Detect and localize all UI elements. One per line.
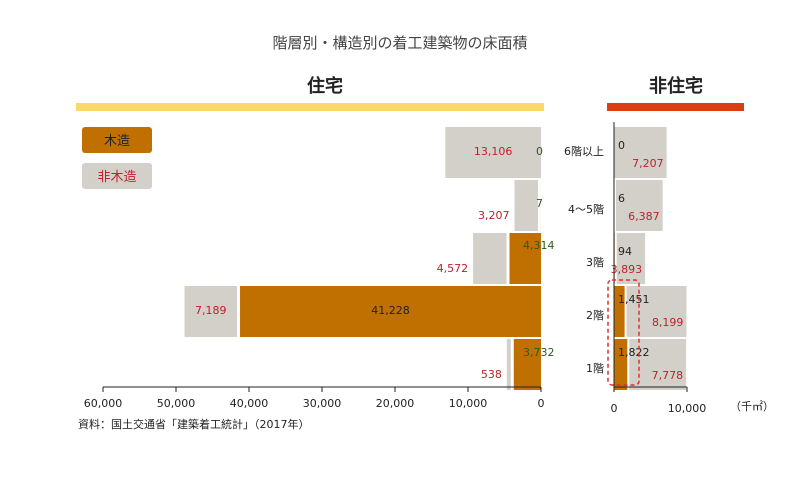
housing-x-axis: 60,000 50,000 40,000 30,000 20,000 10,000 0 xyxy=(84,386,545,410)
category-label: 3階 xyxy=(586,255,604,269)
housing-tick-label: 50,000 xyxy=(157,397,196,410)
housing-wood-label: 3,732 xyxy=(523,346,555,359)
nonhousing-tick-label: 0 xyxy=(611,402,618,415)
housing-wood-label: 0 xyxy=(536,145,543,158)
housing-section-title: 住宅 xyxy=(307,75,343,97)
housing-nonwood-label: 3,207 xyxy=(478,209,510,222)
housing-nonwood-label: 7,189 xyxy=(195,304,227,317)
housing-tick-label: 10,000 xyxy=(449,397,488,410)
category-label: 6階以上 xyxy=(564,144,604,158)
nonhousing-wood-label: 1,822 xyxy=(618,346,650,359)
category-label: 4〜5階 xyxy=(568,202,604,216)
housing-bars: 0 13,106 7 3,207 4,314 4,572 41,228 7,189 3,732 5… xyxy=(184,127,555,390)
housing-wood-bar xyxy=(240,286,542,337)
housing-tick-label: 0 xyxy=(538,397,545,410)
nonhousing-nonwood-bar xyxy=(616,233,646,284)
nonhousing-nonwood-bar xyxy=(616,180,663,231)
legend-wood-swatch xyxy=(82,127,152,153)
housing-nonwood-label: 4,572 xyxy=(437,262,469,275)
legend-wood-label: 木造 xyxy=(104,134,130,149)
housing-nonwood-bar xyxy=(473,233,507,284)
nonhousing-nonwood-label: 3,893 xyxy=(611,263,643,276)
category-label: 2階 xyxy=(586,308,604,322)
legend: 木造 非木造 xyxy=(82,127,152,189)
nonhousing-section-band xyxy=(607,103,744,111)
category-labels: 6階以上 4〜5階 3階 2階 1階 xyxy=(564,144,604,375)
housing-nonwood-label: 13,106 xyxy=(474,145,513,158)
legend-nonwood-swatch xyxy=(82,163,152,189)
nonhousing-wood-bar xyxy=(614,339,628,390)
category-label: 1階 xyxy=(586,361,604,375)
housing-tick-label: 40,000 xyxy=(230,397,269,410)
nonhousing-wood-label: 1,451 xyxy=(618,293,650,306)
housing-tick-label: 20,000 xyxy=(376,397,415,410)
nonhousing-wood-label: 94 xyxy=(618,245,632,258)
housing-nonwood-bar xyxy=(184,286,238,337)
nonhousing-nonwood-label: 8,199 xyxy=(652,316,684,329)
housing-wood-bar xyxy=(509,233,541,284)
housing-nonwood-bar xyxy=(445,127,541,178)
legend-nonwood-label: 非木造 xyxy=(97,170,136,185)
housing-wood-label: 4,314 xyxy=(523,239,555,252)
nonhousing-wood-label: 6 xyxy=(618,192,625,205)
chart-title: 階層別・構造別の着工建築物の床面積 xyxy=(272,34,527,52)
housing-nonwood-label: 538 xyxy=(481,368,502,381)
nonhousing-x-axis: 0 10,000 xyxy=(611,122,707,415)
nonhousing-wood-bar xyxy=(614,286,625,337)
nonhousing-tick-label: 10,000 xyxy=(668,402,707,415)
housing-nonwood-bar xyxy=(514,180,538,231)
highlight-box xyxy=(607,279,640,386)
housing-nonwood-bar xyxy=(506,339,511,390)
source-note: 資料：国土交通省「建築着工統計」（2017年） xyxy=(78,417,310,431)
housing-wood-bar xyxy=(513,339,541,390)
nonhousing-nonwood-label: 7,207 xyxy=(632,157,664,170)
nonhousing-nonwood-label: 6,387 xyxy=(628,210,660,223)
housing-tick-label: 60,000 xyxy=(84,397,123,410)
nonhousing-nonwood-bar xyxy=(626,286,687,337)
nonhousing-wood-label: 0 xyxy=(618,139,625,152)
nonhousing-nonwood-bar xyxy=(614,127,667,178)
unit-label: （千㎡） xyxy=(730,400,774,413)
housing-section-band xyxy=(76,103,544,111)
nonhousing-section-title: 非住宅 xyxy=(649,75,703,97)
housing-wood-label: 41,228 xyxy=(371,304,410,317)
housing-tick-label: 30,000 xyxy=(303,397,342,410)
nonhousing-nonwood-label: 7,778 xyxy=(652,369,684,382)
housing-wood-label: 7 xyxy=(536,197,543,210)
